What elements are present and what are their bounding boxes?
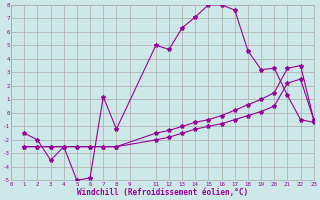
X-axis label: Windchill (Refroidissement éolien,°C): Windchill (Refroidissement éolien,°C) <box>77 188 248 197</box>
